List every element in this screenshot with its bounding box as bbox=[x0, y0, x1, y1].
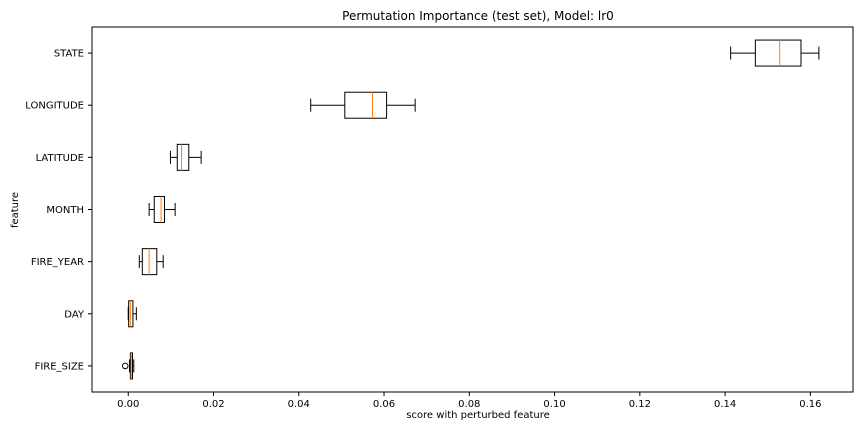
y-tick-label: FIRE_YEAR bbox=[31, 257, 84, 268]
plot-area: 0.00 0.02 0.04 0.06 0.08 0.10 0.12 0.14 0.16 STAT… bbox=[25, 26, 854, 410]
axes-frame bbox=[91, 26, 854, 393]
outlier-fire-size bbox=[121, 362, 129, 370]
x-tick-label: 0.10 bbox=[543, 399, 565, 410]
y-tick-label: DAY bbox=[64, 309, 85, 320]
x-tick-label: 0.00 bbox=[117, 399, 139, 410]
box-latitude bbox=[176, 143, 190, 171]
x-tick-label: 0.14 bbox=[714, 399, 736, 410]
x-axis-label: score with perturbed feature bbox=[406, 410, 550, 421]
chart-title: Permutation Importance (test set), Model… bbox=[342, 9, 614, 23]
y-tick-label: FIRE_SIZE bbox=[35, 361, 84, 372]
x-tick-label: 0.04 bbox=[288, 399, 310, 410]
y-tick-label: LONGITUDE bbox=[25, 101, 84, 112]
x-tick-label: 0.06 bbox=[373, 399, 395, 410]
x-tick-label: 0.16 bbox=[799, 399, 821, 410]
box-longitude bbox=[344, 91, 388, 119]
box-state bbox=[754, 39, 802, 67]
y-tick-label: LATITUDE bbox=[36, 153, 84, 164]
y-axis-label: feature bbox=[10, 192, 21, 228]
y-tick-label: STATE bbox=[54, 49, 84, 60]
box-month bbox=[153, 196, 165, 223]
x-tick-label: 0.02 bbox=[202, 399, 224, 410]
x-tick-label: 0.12 bbox=[629, 399, 651, 410]
y-tick-label: MONTH bbox=[46, 205, 84, 216]
x-tick-label: 0.08 bbox=[458, 399, 480, 410]
